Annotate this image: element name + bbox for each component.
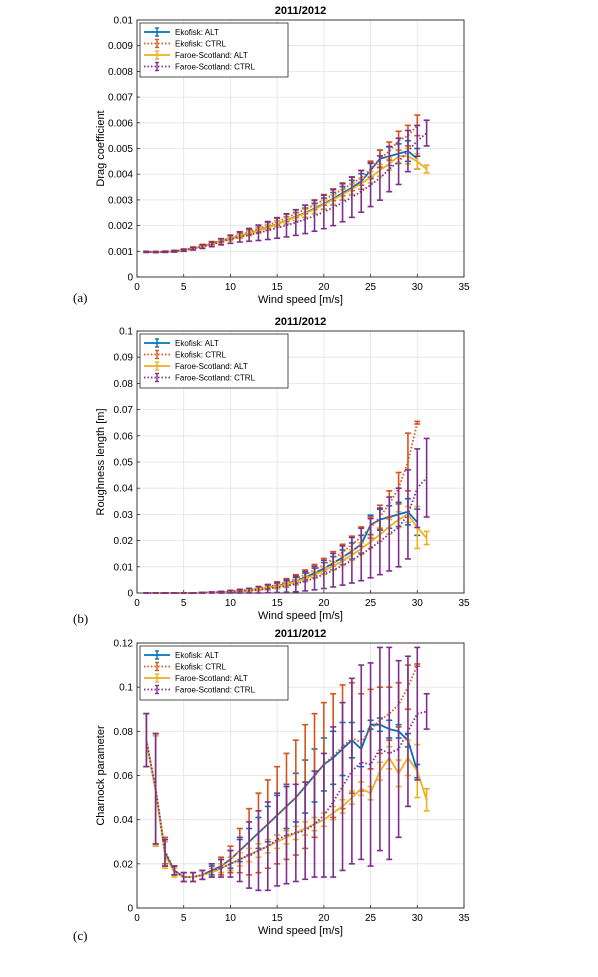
x-tick-label: 10 (225, 598, 237, 609)
y-tick-label: 0.12 (114, 639, 134, 650)
panel-label: (b) (73, 611, 88, 626)
axes-box (136, 330, 465, 594)
y-tick-label: 0 (127, 589, 133, 600)
y-tick-label: 0.1 (119, 327, 133, 338)
y-tick-label: 0.05 (114, 458, 134, 469)
y-tick-label: 0.01 (114, 562, 134, 573)
y-tick-label: 0.07 (114, 405, 134, 416)
y-tick-label: 0.03 (114, 510, 134, 521)
legend-label: Ekofisk: CTRL (175, 40, 227, 49)
x-tick-label: 15 (272, 598, 284, 609)
x-tick-label: 10 (225, 282, 237, 293)
y-axis-label: Roughness length [m] (95, 408, 107, 515)
x-tick-label: 10 (225, 913, 237, 924)
legend-label: Faroe-Scotland: ALT (175, 362, 248, 371)
y-tick-label: 0.06 (114, 431, 134, 442)
chart-panel: 0 5 10 15 20 25 30 35 0 0.02 0.04 0.06 0.08 0.1 0.12 Ek… (73, 628, 470, 943)
y-tick-label: 0.04 (114, 484, 134, 495)
y-tick-label: 0.02 (114, 536, 134, 547)
series-line (146, 124, 418, 254)
y-tick-label: 0 (127, 904, 133, 915)
y-tick-label: 0.08 (114, 379, 134, 390)
legend-label: Faroe-Scotland: CTRL (175, 63, 256, 72)
y-tick-label: 0 (127, 273, 133, 284)
legend-label: Ekofisk: ALT (175, 28, 219, 37)
series-line (145, 710, 427, 878)
x-tick-label: 35 (458, 913, 470, 924)
chart-title: 2011/2012 (275, 628, 326, 640)
axes-box (136, 19, 465, 278)
y-tick-label: 0.006 (108, 118, 133, 129)
x-tick-label: 15 (272, 282, 284, 293)
y-axis-label: Drag coefficient (95, 110, 107, 186)
x-tick-label: 5 (181, 282, 187, 293)
legend-label: Ekofisk: ALT (175, 651, 219, 660)
x-tick-label: 0 (134, 598, 140, 609)
series-line (146, 477, 428, 594)
y-tick-label: 0.06 (114, 771, 134, 782)
legend-label: Ekofisk: ALT (175, 339, 219, 348)
axes-box (136, 642, 465, 909)
y-tick-label: 0.02 (114, 859, 134, 870)
legend-label: Faroe-Scotland: CTRL (175, 374, 256, 383)
y-tick-label: 0.002 (108, 221, 133, 232)
y-tick-label: 0.04 (114, 815, 134, 826)
x-tick-label: 25 (365, 913, 377, 924)
y-tick-label: 0.003 (108, 195, 133, 206)
chart-panel: 0 5 10 15 20 25 30 35 0 0.01 0.02 0.03 0.04 0.05 0.06 0… (73, 316, 470, 626)
x-tick-label: 5 (181, 913, 187, 924)
y-tick-label: 0.008 (108, 67, 133, 78)
x-tick-label: 25 (365, 598, 377, 609)
x-tick-label: 30 (412, 282, 424, 293)
legend-label: Faroe-Scotland: ALT (175, 51, 248, 60)
y-tick-label: 0.08 (114, 727, 134, 738)
y-tick-label: 0.005 (108, 144, 133, 155)
series (143, 646, 430, 892)
panel-label: (c) (73, 928, 87, 943)
x-tick-label: 15 (272, 913, 284, 924)
x-tick-label: 20 (318, 282, 330, 293)
x-tick-label: 20 (318, 913, 330, 924)
y-tick-label: 0.09 (114, 353, 134, 364)
y-tick-label: 0.007 (108, 93, 133, 104)
series-line (145, 664, 419, 878)
x-tick-label: 30 (412, 913, 424, 924)
legend: Ekofisk: ALT Ekofisk: CTRL Faroe-Scotland:… (139, 333, 289, 389)
y-tick-label: 0.009 (108, 41, 133, 52)
chart-panel: 0 5 10 15 20 25 30 35 0 0.001 0.002 0.003 0.004 0.005… (73, 5, 470, 306)
legend-label: Ekofisk: CTRL (175, 351, 227, 360)
legend-label: Faroe-Scotland: ALT (175, 674, 248, 683)
series (143, 119, 430, 254)
y-tick-label: 0.001 (108, 247, 133, 258)
x-tick-label: 0 (134, 282, 140, 293)
x-axis-label: Wind speed [m/s] (258, 294, 343, 306)
y-axis-label: Charnock parameter (95, 725, 107, 826)
y-tick-label: 0.01 (114, 16, 134, 27)
legend: Ekofisk: ALT Ekofisk: CTRL Faroe-Scotland:… (139, 645, 289, 701)
x-axis-label: Wind speed [m/s] (258, 925, 343, 937)
series (143, 437, 430, 594)
x-tick-label: 35 (458, 598, 470, 609)
legend-label: Ekofisk: CTRL (175, 663, 227, 672)
chart-title: 2011/2012 (275, 5, 326, 17)
x-axis-label: Wind speed [m/s] (258, 610, 343, 622)
x-tick-label: 25 (365, 282, 377, 293)
x-tick-label: 35 (458, 282, 470, 293)
series-line (146, 132, 428, 254)
panel-label: (a) (73, 290, 87, 305)
legend: Ekofisk: ALT Ekofisk: CTRL Faroe-Scotland:… (139, 22, 289, 78)
y-tick-label: 0.004 (108, 170, 133, 181)
y-tick-label: 0.1 (119, 683, 133, 694)
x-tick-label: 20 (318, 598, 330, 609)
x-tick-label: 5 (181, 598, 187, 609)
legend-label: Faroe-Scotland: CTRL (175, 686, 256, 695)
x-tick-label: 0 (134, 913, 140, 924)
chart-title: 2011/2012 (275, 316, 326, 328)
x-tick-label: 30 (412, 598, 424, 609)
